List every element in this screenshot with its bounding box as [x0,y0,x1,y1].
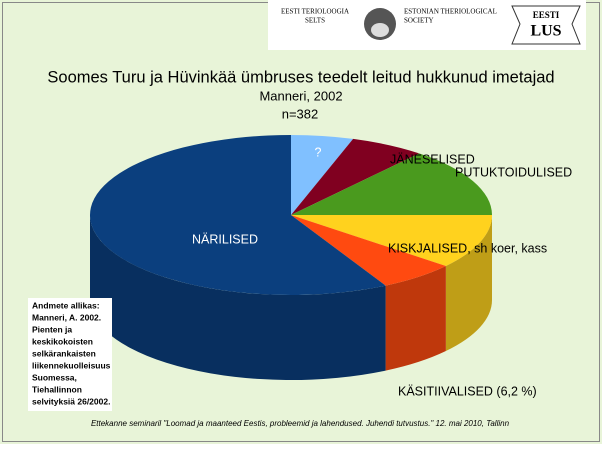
pie-slice-side [90,215,386,381]
footer: Ettekanne seminaril "Loomad ja maanteed … [91,419,510,428]
pie-slice [291,215,446,286]
pie-slice [291,215,492,266]
pie-slice [90,135,386,296]
slice-label: JÄNESELISED [390,152,475,166]
source-line: selkärankaisten [32,348,96,358]
source-line: Pienten ja [32,324,72,334]
source-box [28,298,112,411]
source-line: Tiehallinnon [32,384,82,394]
source-line: Andmete allikas: [32,300,100,310]
header-right: ESTONIAN THERIOLOGICAL [404,8,497,16]
slice-label: KISKJALISED, sh koer, kass [388,241,547,255]
header-right: SOCIETY [404,17,434,25]
pie-slice [291,138,420,215]
pie-slice [291,153,492,215]
source-line: keskikokoisten [32,336,93,346]
logo-banner [511,5,581,45]
slice-label: PUTUKTOIDULISED [455,165,572,179]
annotation: n=382 [282,106,319,121]
logo-text: LUS [530,23,561,40]
logo-icon [371,23,389,37]
logo-text: EESTI [533,10,560,20]
pie-slice [291,135,354,215]
slice-label: NÄRILISED [192,232,258,246]
header-left: SELTS [305,17,325,25]
slice-label: ? [315,145,322,159]
chart-title: Soomes Turu ja Hüvinkää ümbruses teedelt… [47,68,554,86]
source-note: Andmete allikas: Manneri, A. 2002. Pienten… [32,300,111,406]
header-left: EESTI TERIOLOOGIA [281,8,349,16]
pie-slice-side [445,215,492,351]
source-line: liikennekuolleisuus [32,360,111,370]
slice-label: KÄSITIIVALISED (6,2 %) [398,384,537,398]
source-line: Suomessa, [32,372,77,382]
pie-slice-side [385,265,446,371]
source-line: Manneri, A. 2002. [32,312,101,322]
chart-subtitle: Manneri, 2002 [259,88,342,103]
source-line: selvityksiä 26/2002. [32,396,110,406]
